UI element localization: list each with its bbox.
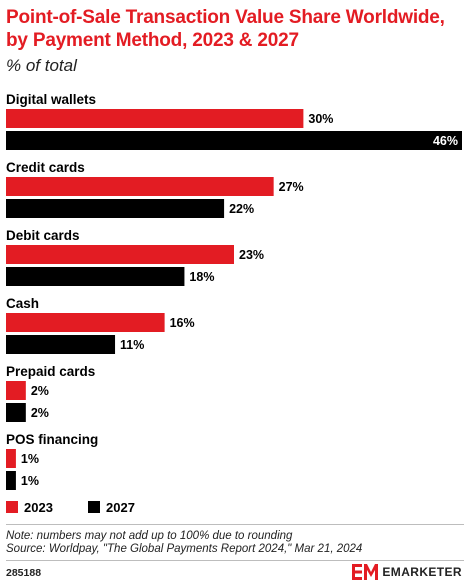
bar-debit-cards-2023 [6,245,234,264]
chart-subtitle: % of total [6,56,77,75]
chart-title: Point-of-Sale Transaction Value Share Wo… [6,7,445,51]
bar-prepaid-cards-2027 [6,403,26,422]
category-label-cash: Cash [6,296,39,311]
category-label-debit-cards: Debit cards [6,228,80,243]
footer-divider [6,524,464,525]
legend-item-2023: 2023 [6,500,53,515]
bar-pos-financing-2027 [6,471,16,490]
value-label-pos-financing-2027: 1% [21,474,39,488]
footnote: Note: numbers may not add up to 100% due… [6,530,293,542]
category-label-credit-cards: Credit cards [6,160,85,175]
legend-label-2023: 2023 [24,500,53,515]
legend-swatch-2027 [88,501,100,513]
brand: EMARKETER [352,563,462,581]
footer-divider-bottom [6,560,464,561]
value-label-credit-cards-2023: 27% [279,180,304,194]
bar-credit-cards-2023 [6,177,274,196]
brand-name: EMARKETER [382,565,462,579]
value-label-credit-cards-2027: 22% [229,202,254,216]
value-label-prepaid-cards-2023: 2% [31,384,49,398]
value-label-prepaid-cards-2027: 2% [31,406,49,420]
bar-debit-cards-2027 [6,267,185,286]
value-label-cash-2027: 11% [120,338,144,352]
value-label-digital-wallets-2027: 46% [433,134,458,148]
category-label-pos-financing: POS financing [6,432,98,447]
bar-prepaid-cards-2023 [6,381,26,400]
value-label-debit-cards-2023: 23% [239,248,264,262]
legend-item-2027: 2027 [88,500,135,515]
bar-cash-2023 [6,313,165,332]
category-label-digital-wallets: Digital wallets [6,92,96,107]
bar-cash-2027 [6,335,116,354]
bar-digital-wallets-2023 [6,109,304,128]
legend-swatch-2023 [6,501,18,513]
bar-credit-cards-2027 [6,199,225,218]
bar-pos-financing-2023 [6,449,16,468]
emarketer-logo-icon [352,564,379,580]
legend-label-2027: 2027 [106,500,135,515]
value-label-debit-cards-2027: 18% [189,270,214,284]
bar-chart: Digital wallets 30% 46% Credit cards 27% 22% D… [6,92,462,490]
category-label-prepaid-cards: Prepaid cards [6,364,95,379]
bar-digital-wallets-2027 [6,131,462,150]
chart-id: 285188 [6,567,42,579]
value-label-digital-wallets-2023: 30% [308,112,333,126]
value-label-pos-financing-2023: 1% [21,452,39,466]
value-label-cash-2023: 16% [170,316,195,330]
source-note: Source: Worldpay, "The Global Payments R… [6,543,363,555]
